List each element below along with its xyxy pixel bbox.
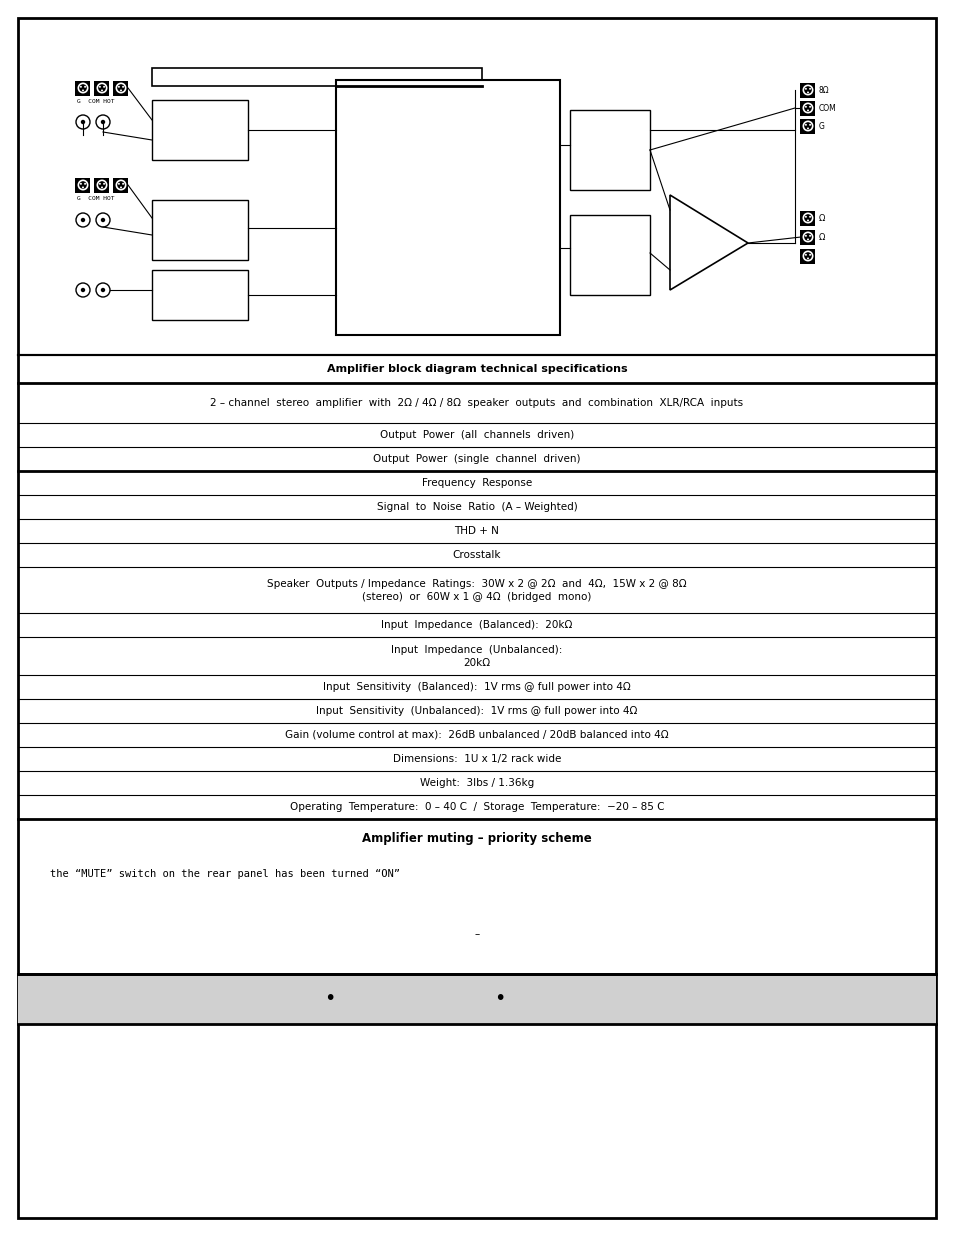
Bar [94, 178, 110, 193]
Circle shape [101, 288, 105, 293]
Circle shape [808, 235, 810, 237]
Text: COM: COM [818, 104, 836, 112]
Bar [800, 119, 815, 133]
Circle shape [118, 85, 120, 88]
Bar [800, 230, 815, 245]
Circle shape [806, 91, 808, 94]
Circle shape [82, 89, 84, 91]
Circle shape [120, 186, 122, 189]
Text: Dimensions:  1U x 1/2 rack wide: Dimensions: 1U x 1/2 rack wide [393, 755, 560, 764]
Circle shape [82, 186, 84, 189]
Circle shape [806, 238, 808, 241]
Circle shape [80, 85, 82, 88]
Circle shape [806, 110, 808, 111]
Bar [18, 974, 935, 1024]
Text: •: • [494, 989, 505, 1009]
Circle shape [120, 89, 122, 91]
Text: G: G [818, 121, 824, 131]
Text: Output  Power  (all  channels  driven): Output Power (all channels driven) [379, 430, 574, 440]
Bar [152, 100, 248, 161]
Text: Input  Impedance  (Unbalanced):: Input Impedance (Unbalanced): [391, 645, 562, 655]
Text: the “MUTE” switch on the rear panel has been turned “ON”: the “MUTE” switch on the rear panel has … [50, 869, 399, 879]
Text: Input  Sensitivity  (Balanced):  1V rms @ full power into 4Ω: Input Sensitivity (Balanced): 1V rms @ f… [323, 682, 630, 692]
Circle shape [804, 254, 806, 256]
Circle shape [122, 183, 124, 185]
Circle shape [80, 183, 82, 185]
Text: Ω: Ω [818, 214, 824, 222]
Circle shape [84, 183, 86, 185]
Circle shape [808, 124, 810, 126]
Bar [113, 80, 129, 95]
Bar [569, 215, 649, 295]
Circle shape [804, 106, 806, 107]
Circle shape [101, 217, 105, 222]
Circle shape [808, 88, 810, 90]
Circle shape [81, 120, 85, 125]
Circle shape [101, 120, 105, 125]
Text: Crosstalk: Crosstalk [453, 550, 500, 559]
Circle shape [806, 257, 808, 259]
Text: Weight:  3lbs / 1.36kg: Weight: 3lbs / 1.36kg [419, 778, 534, 788]
Circle shape [101, 186, 103, 189]
Text: Speaker  Outputs / Impedance  Ratings:  30W x 2 @ 2Ω  and  4Ω,  15W x 2 @ 8Ω: Speaker Outputs / Impedance Ratings: 30W… [267, 579, 686, 589]
Text: 8Ω: 8Ω [818, 85, 829, 95]
Text: Gain (volume control at max):  26dB unbalanced / 20dB balanced into 4Ω: Gain (volume control at max): 26dB unbal… [285, 730, 668, 740]
Circle shape [81, 217, 85, 222]
Bar [800, 100, 815, 116]
Text: 2 – channel  stereo  amplifier  with  2Ω / 4Ω / 8Ω  speaker  outputs  and  combi: 2 – channel stereo amplifier with 2Ω / 4… [211, 398, 742, 408]
Text: 20kΩ: 20kΩ [463, 658, 490, 668]
Circle shape [804, 235, 806, 237]
Text: Output  Power  (single  channel  driven): Output Power (single channel driven) [373, 454, 580, 464]
Circle shape [84, 85, 86, 88]
Polygon shape [669, 195, 747, 290]
Text: G  COM HOT: G COM HOT [77, 99, 114, 104]
Circle shape [808, 216, 810, 217]
Bar [152, 68, 481, 86]
Circle shape [804, 88, 806, 90]
Text: Frequency  Response: Frequency Response [421, 478, 532, 488]
Bar [335, 80, 559, 335]
Text: G  COM HOT: G COM HOT [77, 196, 114, 201]
Bar [94, 80, 110, 95]
Circle shape [81, 288, 85, 293]
Circle shape [806, 127, 808, 130]
Circle shape [99, 183, 101, 185]
Circle shape [118, 183, 120, 185]
Text: –: – [474, 929, 479, 939]
Bar [75, 80, 91, 95]
Bar [800, 210, 815, 226]
Bar [800, 83, 815, 98]
Text: Signal  to  Noise  Ratio  (A – Weighted): Signal to Noise Ratio (A – Weighted) [376, 501, 577, 513]
Circle shape [99, 85, 101, 88]
Text: •: • [324, 989, 335, 1009]
Bar [75, 178, 91, 193]
Bar [800, 248, 815, 263]
Text: Operating  Temperature:  0 – 40 C  /  Storage  Temperature:  −20 – 85 C: Operating Temperature: 0 – 40 C / Storag… [290, 802, 663, 811]
Circle shape [808, 254, 810, 256]
Bar [152, 200, 248, 261]
Bar [113, 178, 129, 193]
Bar [152, 270, 248, 320]
Text: (stereo)  or  60W x 1 @ 4Ω  (bridged  mono): (stereo) or 60W x 1 @ 4Ω (bridged mono) [362, 592, 591, 601]
Text: Amplifier block diagram technical specifications: Amplifier block diagram technical specif… [326, 364, 627, 374]
Text: Ω: Ω [818, 232, 824, 242]
Circle shape [804, 124, 806, 126]
Text: Input  Sensitivity  (Unbalanced):  1V rms @ full power into 4Ω: Input Sensitivity (Unbalanced): 1V rms @… [316, 706, 637, 716]
Text: Amplifier muting – priority scheme: Amplifier muting – priority scheme [362, 832, 591, 846]
Circle shape [122, 85, 124, 88]
Circle shape [808, 106, 810, 107]
Text: Input  Impedance  (Balanced):  20kΩ: Input Impedance (Balanced): 20kΩ [381, 620, 572, 630]
Text: THD + N: THD + N [454, 526, 499, 536]
Circle shape [804, 216, 806, 217]
Bar [569, 110, 649, 190]
Circle shape [101, 89, 103, 91]
Circle shape [103, 85, 105, 88]
Circle shape [806, 220, 808, 221]
Circle shape [103, 183, 105, 185]
